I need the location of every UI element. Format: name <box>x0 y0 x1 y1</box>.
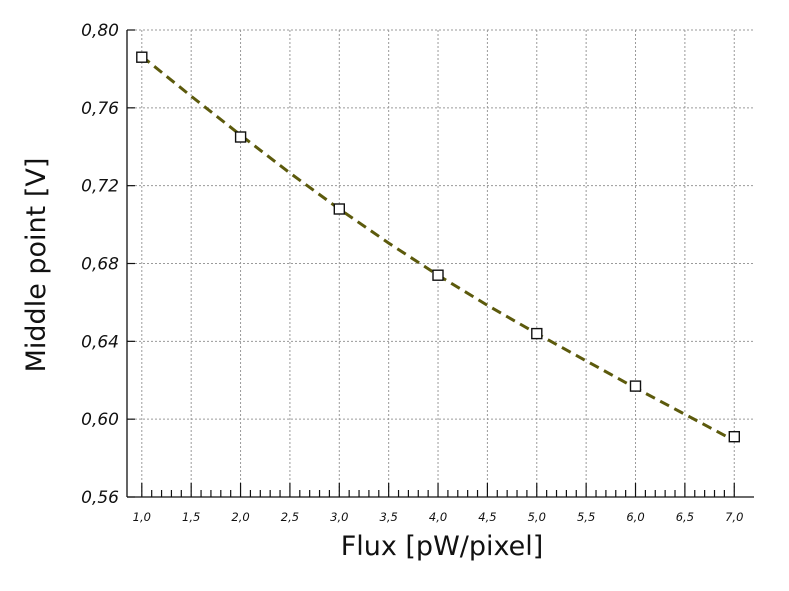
data-point-marker <box>629 380 642 392</box>
data-point-marker <box>136 51 148 63</box>
data-point-marker <box>432 269 444 281</box>
x-tick-label: 5,5 <box>577 510 595 524</box>
x-tick-label: 4,0 <box>429 510 447 524</box>
data-point-marker <box>531 327 543 340</box>
x-axis-title: Flux [pW/pixel] <box>341 531 544 562</box>
x-tick-label: 4,5 <box>478 510 496 524</box>
x-tick-label: 2,0 <box>231 510 249 524</box>
y-tick-label: 0,60 <box>81 410 119 430</box>
x-tick-label: 1,0 <box>133 510 151 524</box>
data-markers <box>136 51 740 443</box>
y-tick-label: 0,56 <box>81 488 119 508</box>
axes <box>126 29 754 498</box>
x-tick-label: 2,5 <box>281 510 299 524</box>
data-point-marker <box>234 131 247 143</box>
data-point-marker <box>728 431 740 443</box>
grid <box>127 29 754 498</box>
y-tick-label: 0,80 <box>81 21 119 41</box>
y-axis-title: Middle point [V] <box>21 158 52 373</box>
data-point-marker <box>333 203 345 215</box>
y-tick-label: 0,76 <box>81 99 119 119</box>
tick-labels: 0,56 0,60 0,64 0,68 0,72 0,76 0,80 1,0 1,5 2,0 2,5… <box>81 21 743 524</box>
x-tick-label: 6,5 <box>676 510 694 524</box>
x-tick-label: 6,0 <box>626 510 644 524</box>
y-tick-label: 0,64 <box>81 332 119 352</box>
x-tick-label: 1,5 <box>182 510 200 524</box>
x-tick-label: 5,0 <box>528 510 546 524</box>
x-tick-label: 7,0 <box>725 510 743 524</box>
x-tick-label: 3,5 <box>380 510 398 524</box>
x-tick-label: 3,0 <box>330 510 348 524</box>
y-tick-label: 0,72 <box>81 177 119 197</box>
y-tick-label: 0,68 <box>81 255 119 275</box>
